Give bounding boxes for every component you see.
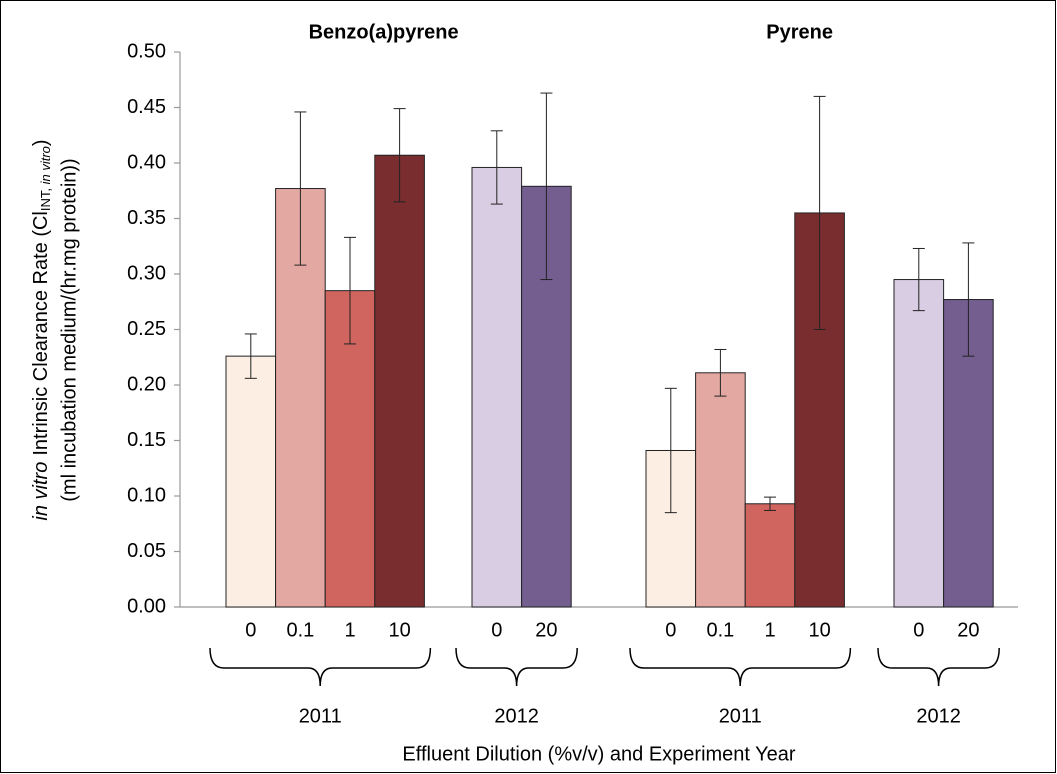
error-bar — [244, 333, 257, 379]
y-tick-label: 0.30 — [127, 262, 166, 284]
y-label-part: Intrinsic Clearance Rate (Cl — [30, 211, 52, 456]
y-tick-label: 0.35 — [127, 207, 166, 229]
error-bar — [813, 95, 826, 330]
x-tick-label: 20 — [535, 619, 557, 641]
error-bar — [912, 247, 925, 312]
bar — [893, 279, 945, 608]
y-label-part: in vitro — [30, 462, 52, 521]
brace — [877, 647, 1000, 687]
bar — [695, 372, 746, 608]
x-tick-label: 1 — [344, 619, 355, 641]
x-tick-label: 0 — [665, 619, 676, 641]
x-tick-label: 0 — [245, 619, 256, 641]
bar — [225, 355, 277, 608]
y-label-part: in vitro — [38, 146, 53, 184]
x-tick-label: 0.1 — [706, 619, 734, 641]
x-tick-label: 0.1 — [286, 619, 314, 641]
year-label: 2011 — [719, 705, 762, 727]
x-tick-label: 10 — [388, 619, 410, 641]
x-tick-label: 1 — [764, 619, 775, 641]
brace — [455, 647, 578, 687]
brace — [629, 647, 852, 687]
y-label-part: ) — [30, 139, 52, 146]
y-tick-label: 0.50 — [127, 40, 166, 62]
year-label: 2012 — [916, 705, 961, 727]
y-tick-label: 0.25 — [127, 318, 166, 340]
error-bar — [294, 111, 307, 266]
error-bar — [962, 242, 975, 357]
error-bar — [764, 496, 776, 511]
x-tick-label: 0 — [491, 619, 502, 641]
error-bar — [344, 236, 356, 345]
year-label: 2011 — [299, 705, 342, 727]
x-axis-label: Effluent Dilution (%v/v) and Experiment … — [402, 743, 796, 765]
year-label: 2012 — [494, 705, 539, 727]
y-tick-label: 0.00 — [127, 595, 166, 617]
error-bar — [664, 387, 677, 514]
y-tick-label: 0.20 — [127, 373, 166, 395]
panel-title: Pyrene — [766, 21, 833, 43]
y-label-line2: (ml incubation medium/(hr.mg protein)) — [58, 158, 80, 501]
bar — [374, 154, 425, 608]
y-tick-label: 0.45 — [127, 96, 166, 118]
y-label-line1: in vitro Intrinsic Clearance Rate (ClINT,… — [30, 139, 53, 520]
y-tick-label: 0.15 — [127, 429, 166, 451]
x-tick-label: 10 — [808, 619, 830, 641]
error-bar — [540, 92, 553, 281]
y-tick-label: 0.05 — [127, 540, 166, 562]
bar — [471, 166, 523, 608]
y-tick-label: 0.10 — [127, 484, 166, 506]
brace — [209, 647, 432, 687]
y-axis-label: in vitro Intrinsic Clearance Rate (ClINT,… — [30, 139, 80, 520]
x-tick-label: 0 — [913, 619, 924, 641]
bar — [744, 503, 796, 608]
panel-title: Benzo(a)pyrene — [309, 21, 459, 43]
y-tick-label: 0.40 — [127, 151, 166, 173]
error-bar — [393, 108, 406, 203]
y-label-part: INT, — [38, 184, 53, 211]
error-bar — [490, 130, 503, 205]
error-bar — [714, 348, 727, 397]
x-tick-label: 20 — [957, 619, 979, 641]
